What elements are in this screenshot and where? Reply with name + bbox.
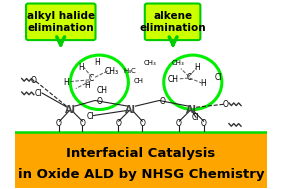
Text: C: C [89,74,94,83]
Text: CH: CH [96,86,107,95]
FancyBboxPatch shape [15,132,267,188]
Text: CH: CH [133,78,144,84]
Text: O: O [223,100,229,109]
Text: Cl: Cl [87,112,94,121]
Text: alkene
elimination: alkene elimination [139,11,206,33]
Text: H: H [63,78,69,87]
Text: O: O [96,97,102,106]
Text: CH₃: CH₃ [105,67,119,76]
Text: C: C [186,73,192,82]
Text: CH: CH [168,75,179,84]
Text: H: H [84,81,90,90]
Text: Cl: Cl [214,73,222,82]
Text: O: O [56,119,62,128]
Text: CH₃: CH₃ [172,60,185,66]
Text: O: O [31,76,37,85]
FancyBboxPatch shape [145,4,201,40]
Text: O: O [139,119,145,128]
Text: Al: Al [65,105,76,115]
Text: H: H [94,58,100,67]
Text: Al: Al [186,105,197,115]
Text: H: H [194,63,200,72]
Text: O: O [115,119,121,128]
Text: in Oxide ALD by NHSG Chemistry: in Oxide ALD by NHSG Chemistry [18,168,264,181]
Text: Cl: Cl [35,89,42,98]
Text: H₃C: H₃C [123,68,136,74]
Text: O: O [80,119,85,128]
Text: H: H [200,79,206,88]
Text: H: H [79,63,85,72]
Text: CH₃: CH₃ [144,60,156,66]
Text: O: O [201,119,207,128]
Text: O: O [160,97,166,106]
FancyBboxPatch shape [26,4,96,40]
Text: alkyl halide
elimination: alkyl halide elimination [27,11,95,33]
Text: Al: Al [125,105,136,115]
Text: Interfacial Catalysis: Interfacial Catalysis [66,147,216,160]
Text: Cl: Cl [191,113,199,122]
Text: O: O [176,119,182,128]
